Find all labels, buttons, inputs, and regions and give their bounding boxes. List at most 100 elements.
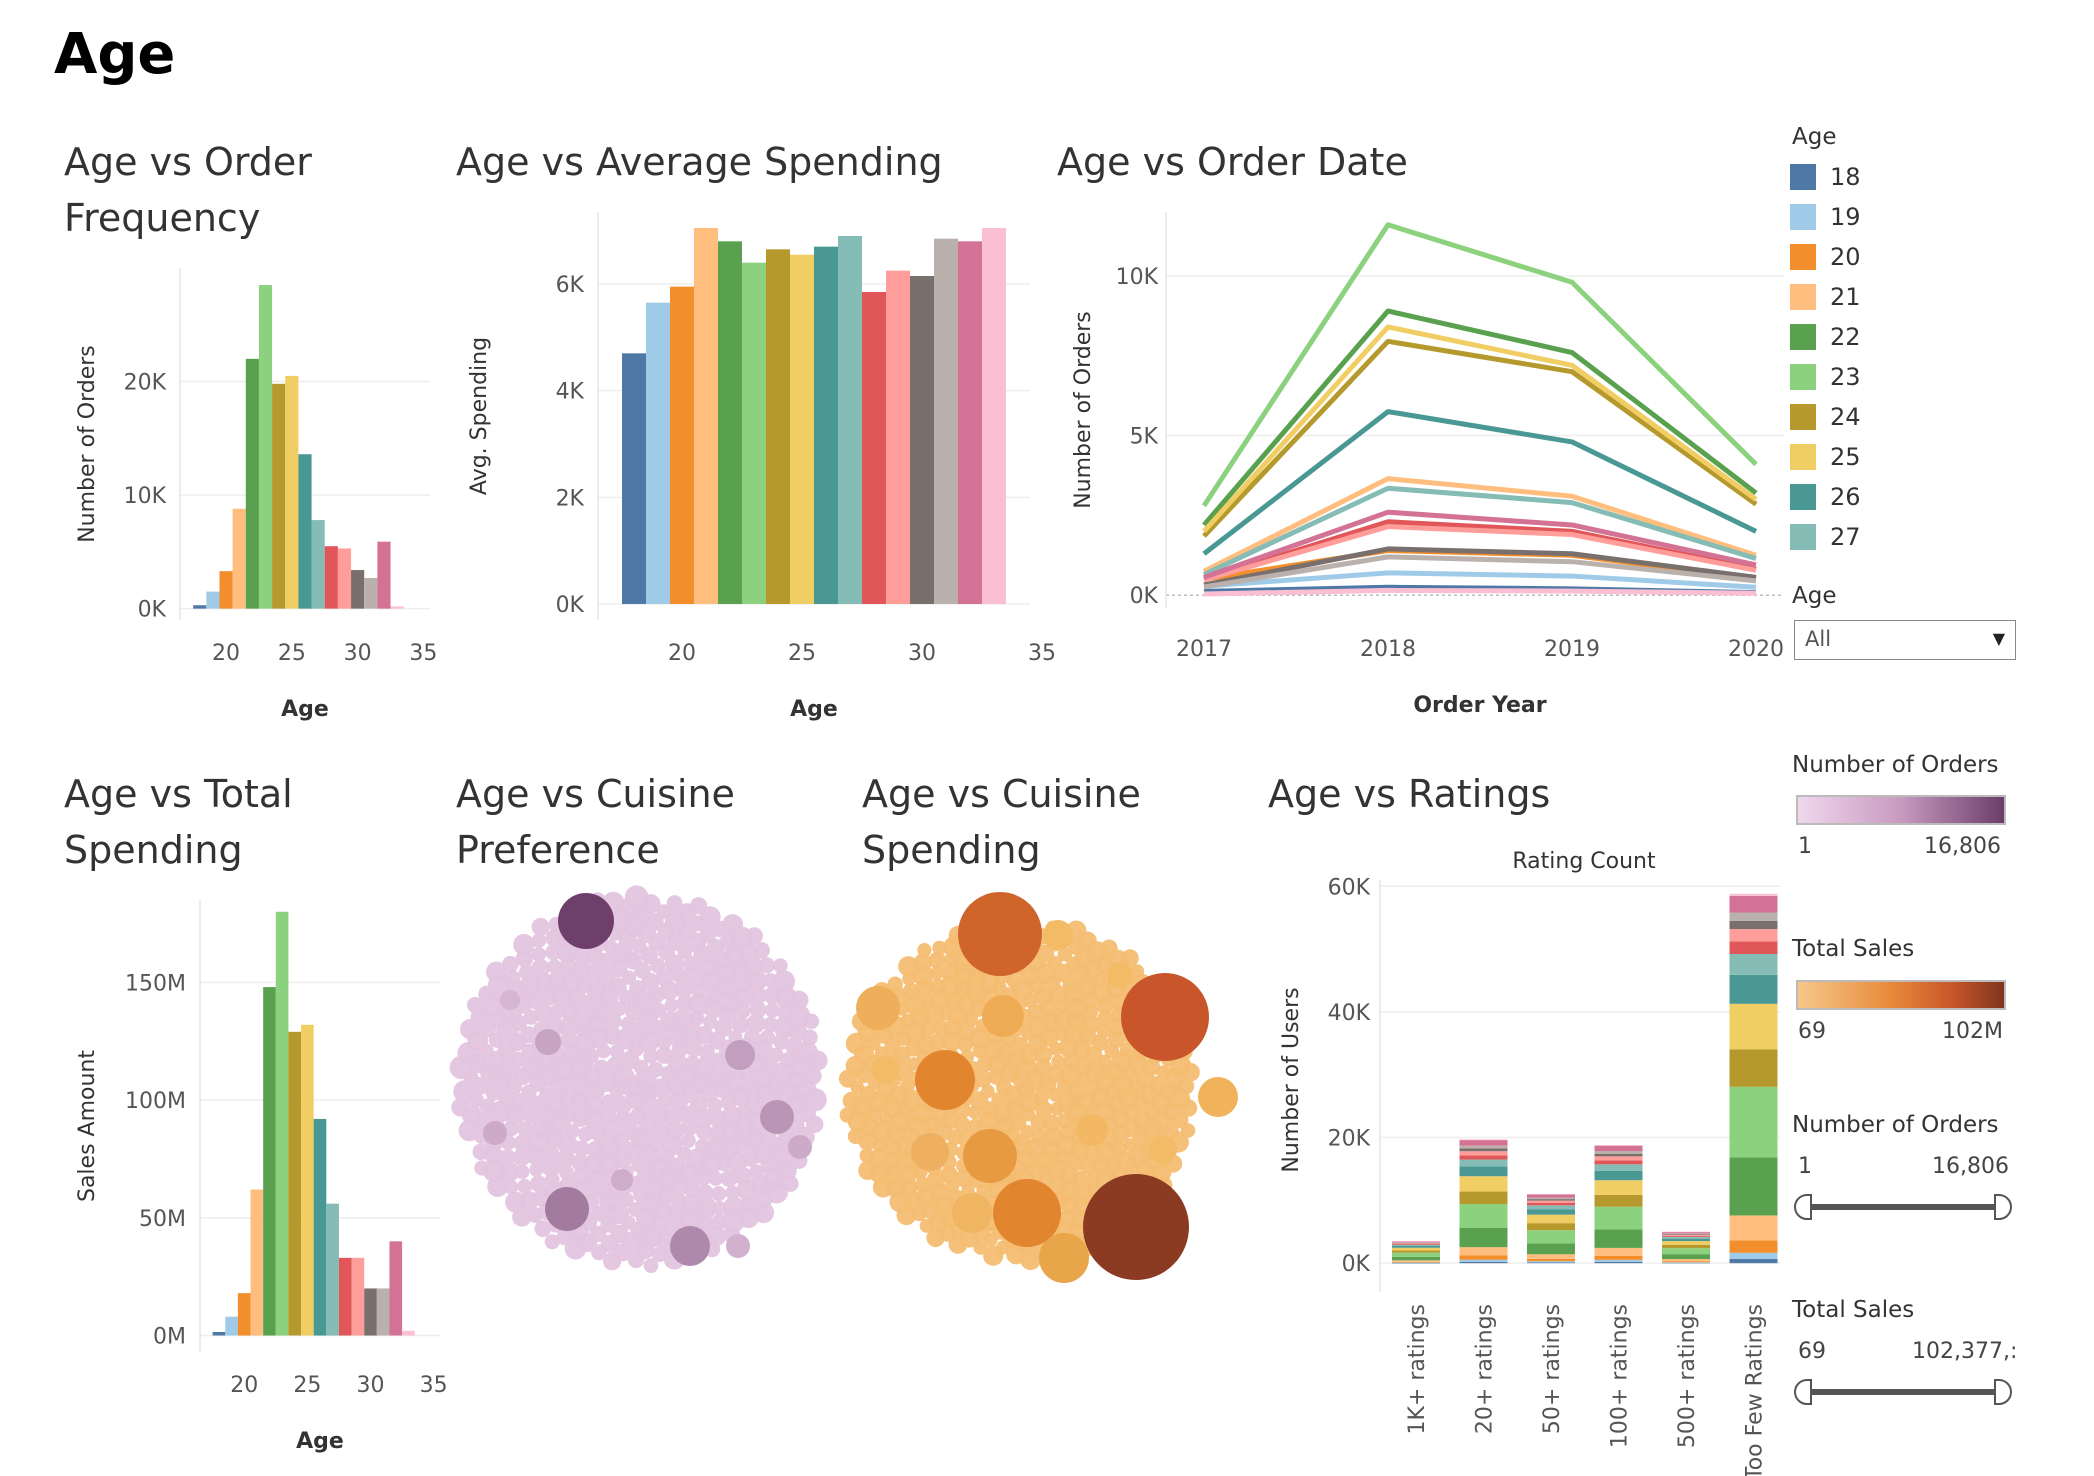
legend-label: 18 [1830,163,1861,191]
bubble [678,1105,695,1122]
legend-item[interactable]: 23 [1790,362,1861,392]
bubble [896,1205,917,1226]
sales-color-max: 102M [1942,1019,2003,1044]
stack-segment-age-22 [1459,1227,1508,1248]
bubble [915,1050,975,1110]
stack-segment-age-30 [1594,1153,1643,1157]
legend-item[interactable]: 20 [1790,242,1861,272]
bubble [725,1040,755,1070]
bubble [1079,1156,1097,1175]
stack-segment-age-23 [1729,1086,1778,1158]
bar-age-19 [646,302,670,604]
stack-segment-age-18 [1527,1262,1575,1264]
bubble [991,1092,1005,1106]
stack-segment-age-25 [1729,1003,1778,1050]
y-tick-label: 6K [556,273,585,298]
legend-label: 23 [1830,363,1861,391]
legend-swatch [1790,204,1816,230]
bubble [1081,1014,1101,1034]
stack-segment-age-20 [1662,1261,1710,1263]
stack-segment-age-25 [1527,1214,1575,1224]
y-tick-label: 20K [1328,1127,1371,1152]
sales-slider-max-handle[interactable] [1994,1379,2012,1405]
sales-slider-track[interactable] [1808,1389,1994,1395]
sales-slider-title: Total Sales [1792,1297,1915,1323]
line-age-22 [1202,308,1758,527]
stack-segment-age-23 [1392,1252,1440,1257]
bubble [651,1002,667,1018]
ratings-chart: Rating Count 1K+ ratings 20+ ratings 50+ ra… [1279,849,1780,1476]
bar-age-31 [364,577,378,609]
ratings-subtitle: Rating Count [1512,849,1656,874]
age-filter-dropdown[interactable]: All ▼ [1794,620,2016,660]
legend-item[interactable]: 27 [1790,522,1861,552]
bubble [871,1056,899,1084]
bubble [746,1013,766,1034]
stack-segment-age-31 [1662,1233,1710,1235]
x-tick-label: 35 [409,641,437,666]
orders-slider-max-handle[interactable] [1994,1194,2012,1220]
legend-item[interactable]: 22 [1790,322,1861,352]
bar-age-24 [766,249,790,605]
bubble [558,893,614,949]
bubble [605,1013,622,1030]
stack-segment-age-28 [1527,1202,1575,1206]
x-tick-label: 500+ ratings [1675,1304,1700,1448]
stack-segment-age-19 [1527,1261,1575,1263]
legend-item[interactable]: 21 [1790,282,1861,312]
bar-age-19 [225,1316,238,1336]
bubble [651,1247,667,1263]
bubble [858,1160,878,1180]
stack-segment-age-25 [1459,1176,1508,1192]
bubble [1198,1077,1238,1117]
bubble [1057,946,1073,962]
bubble [760,1100,794,1134]
bubble [952,1193,992,1233]
legend-label: 25 [1830,443,1861,471]
legend-item[interactable]: 18 [1790,162,1861,192]
bubble [531,933,547,948]
legend-item[interactable]: 25 [1790,442,1861,472]
bubble [1149,1136,1177,1164]
line-age-30 [1203,546,1757,588]
avgspend-chart: 0K 2K 4K 6K 20 25 30 35 Age Avg. Spending [467,212,1056,722]
y-tick-label: 0M [153,1325,186,1350]
line-age-32 [1203,509,1757,580]
stack-segment-age-26 [1594,1170,1643,1181]
legend-item[interactable]: 19 [1790,202,1861,232]
orders-slider-min-handle[interactable] [1794,1194,1812,1220]
bubble [518,964,535,980]
x-tick-label: 2019 [1544,637,1600,662]
sales-slider-min-handle[interactable] [1794,1379,1812,1405]
stack-segment-age-28 [1392,1244,1440,1245]
line-age-23 [1201,222,1758,508]
bubble [545,1187,589,1231]
orderdate-title: Age vs Order Date [1057,140,1408,184]
bubble [523,1109,538,1125]
legend-swatch [1790,364,1816,390]
bubble [807,1050,828,1071]
bubble [749,986,768,1005]
bar-age-24 [288,1031,302,1336]
stack-segment-age-23 [1459,1204,1508,1228]
stack-segment-age-18 [1662,1262,1710,1264]
orders-color-min: 1 [1798,834,1812,859]
bubble [540,1154,562,1177]
stack-segment-age-29 [1459,1151,1508,1156]
bubble [1177,1077,1195,1095]
stack-segment-age-23 [1527,1230,1575,1244]
legend-item[interactable]: 24 [1790,402,1861,432]
bubble [926,1228,945,1248]
sales-color-legend-title: Total Sales [1792,936,1915,962]
stack-segment-age-19 [1729,1252,1778,1260]
stack-segment-age-18 [1729,1259,1778,1264]
x-tick-label: 20 [668,641,696,666]
stack-segment-age-21 [1392,1260,1440,1262]
legend-item[interactable]: 26 [1790,482,1861,512]
stack-segment-age-29 [1392,1243,1440,1245]
freq-title: Age vs Order [64,140,312,184]
x-tick-label: 30 [344,641,372,666]
stack-segment-age-28 [1662,1235,1710,1237]
orders-slider-track[interactable] [1808,1204,1994,1210]
